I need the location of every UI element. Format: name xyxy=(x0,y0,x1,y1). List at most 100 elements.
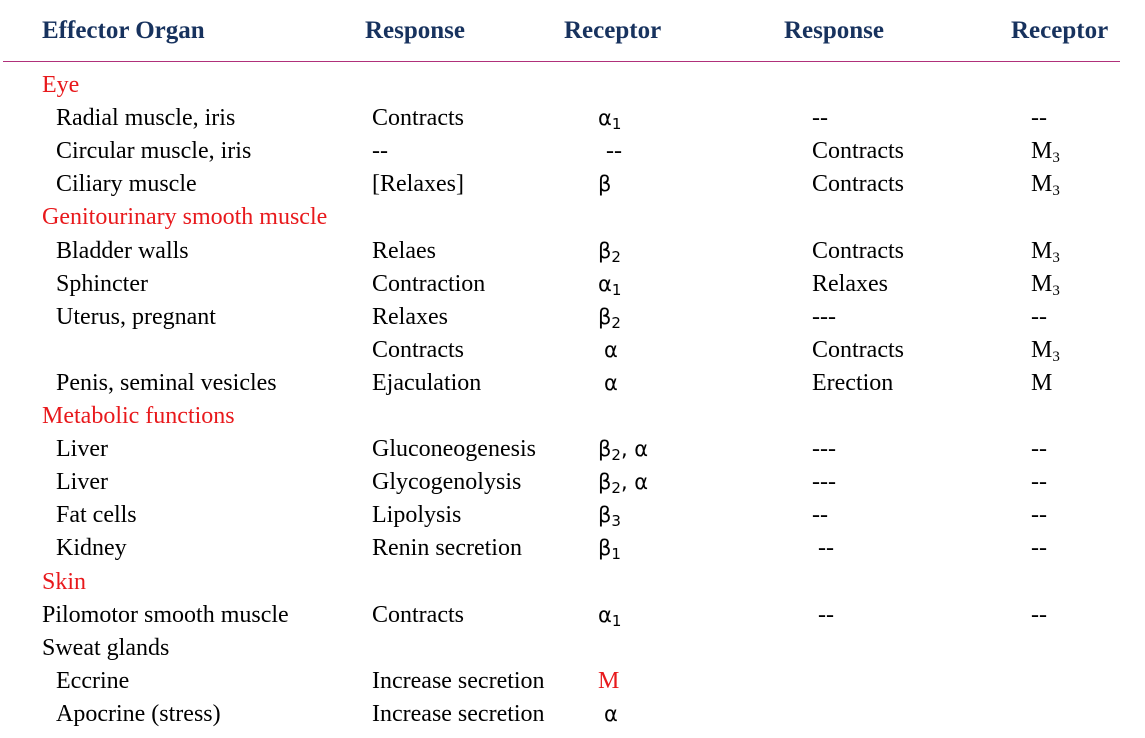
receptor-extra: , α xyxy=(620,470,649,495)
sympathetic-receptor-cell: -- xyxy=(606,135,622,168)
sympathetic-receptor-cell: α xyxy=(604,367,618,400)
parasympathetic-response-cell: Contracts xyxy=(812,237,904,264)
receptor-symbol: -- xyxy=(1031,601,1047,628)
sympathetic-response-cell: Glycogenolysis xyxy=(372,469,522,496)
effector-organ-cell: Sphincter xyxy=(56,270,148,297)
receptor-symbol: β xyxy=(598,437,612,462)
parasympathetic-response-cell: -- xyxy=(812,502,828,529)
sympathetic-response-cell: Contraction xyxy=(372,270,486,297)
receptor-subtype: 2 xyxy=(611,247,621,266)
table-row: Kidney Renin secretion β1 -- -- xyxy=(0,532,1145,565)
sympathetic-response-cell: Gluconeogenesis xyxy=(372,436,536,463)
receptor-subtype: 1 xyxy=(611,611,622,630)
parasympathetic-response-cell: Contracts xyxy=(812,138,904,165)
receptor-symbol: M xyxy=(1031,369,1053,396)
table-row: Circular muscle, iris -- -- Contracts M3 xyxy=(0,135,1145,168)
receptor-symbol: M xyxy=(1031,171,1053,198)
sympathetic-receptor-cell: β3 xyxy=(598,499,621,532)
table-row: Liver Glycogenolysis β2, α --- -- xyxy=(0,466,1145,499)
table-row: Radial muscle, iris Contracts α1 -- -- xyxy=(0,102,1145,135)
sympathetic-receptor-cell: α xyxy=(604,698,618,731)
table-row: Eccrine Increase secretion M xyxy=(0,665,1145,698)
effector-organ-cell: Liver xyxy=(56,436,108,463)
parasympathetic-response-cell: Contracts xyxy=(812,171,904,198)
receptor-symbol: -- xyxy=(1031,535,1047,562)
sympathetic-receptor-cell: M xyxy=(598,665,619,698)
parasympathetic-receptor-cell: -- xyxy=(1031,599,1047,632)
sympathetic-receptor-cell: β2, α xyxy=(598,433,648,466)
parasympathetic-receptor-cell: M3 xyxy=(1031,235,1060,268)
table-row: Penis, seminal vesicles Ejaculation α Erect… xyxy=(0,367,1145,400)
receptor-symbol: -- xyxy=(1031,469,1047,496)
section-title: Genitourinary smooth muscle xyxy=(42,204,328,231)
table-row: Pilomotor smooth muscle Contracts α1 -- -- xyxy=(0,599,1145,632)
receptor-subtype: 2 xyxy=(611,479,621,498)
receptor-symbol: M xyxy=(1031,270,1053,297)
effector-organ-cell: Eccrine xyxy=(56,667,130,694)
parasympathetic-receptor-cell: M xyxy=(1031,367,1052,400)
receptor-symbol: β xyxy=(598,536,612,561)
header-response-1: Response xyxy=(365,17,466,44)
sympathetic-response-cell: Renin secretion xyxy=(372,535,522,562)
receptor-symbol: -- xyxy=(1031,303,1047,330)
section-title: Metabolic functions xyxy=(42,403,235,429)
sympathetic-response-cell: -- xyxy=(372,138,388,165)
parasympathetic-response-cell: Erection xyxy=(812,369,894,396)
receptor-symbol: -- xyxy=(1031,502,1047,529)
receptor-extra: , α xyxy=(620,437,649,462)
sympathetic-response-cell: Increase secretion xyxy=(372,700,545,727)
receptor-subtype: 3 xyxy=(1052,348,1060,365)
sympathetic-response-cell: Increase secretion xyxy=(372,667,545,694)
sympathetic-receptor-cell: β2 xyxy=(598,301,621,334)
sympathetic-response-cell: Relaes xyxy=(372,237,436,264)
sympathetic-response-cell: [Relaxes] xyxy=(372,171,464,198)
header-receptor-1: Receptor xyxy=(564,17,662,44)
effector-organ-cell: Ciliary muscle xyxy=(56,171,197,198)
effector-organ-cell: Circular muscle, iris xyxy=(56,138,252,165)
parasympathetic-response-cell: Relaxes xyxy=(812,270,888,297)
section-header-row: Skin xyxy=(0,566,1145,599)
receptor-subtype: 2 xyxy=(611,446,621,465)
header-effector-organ: Effector Organ xyxy=(42,17,205,44)
table-row: Sphincter Contraction α1 Relaxes M3 xyxy=(0,268,1145,301)
sympathetic-response-cell: Contracts xyxy=(372,336,464,363)
parasympathetic-receptor-cell: -- xyxy=(1031,102,1047,135)
receptor-subtype: 2 xyxy=(611,313,621,332)
parasympathetic-receptor-cell: -- xyxy=(1031,433,1047,466)
effector-organ-cell: Apocrine (stress) xyxy=(56,700,221,727)
sympathetic-receptor-cell: β1 xyxy=(598,532,621,565)
parasympathetic-response-cell: -- xyxy=(818,535,834,562)
effector-organ-cell: Fat cells xyxy=(56,502,137,529)
table-row: Liver Gluconeogenesis β2, α --- -- xyxy=(0,433,1145,466)
parasympathetic-receptor-cell: M3 xyxy=(1031,268,1060,301)
receptor-subtype: 3 xyxy=(1052,150,1060,167)
receptor-symbol: M xyxy=(1031,138,1053,165)
table-row: Ciliary muscle [Relaxes] β Contracts M3 xyxy=(0,168,1145,201)
parasympathetic-receptor-cell: -- xyxy=(1031,499,1047,532)
section-header-row: Eye xyxy=(0,69,1145,102)
section-title: Eye xyxy=(42,72,80,98)
receptor-symbol: α xyxy=(598,106,612,131)
receptor-symbol: -- xyxy=(1031,105,1047,132)
parasympathetic-receptor-cell: M3 xyxy=(1031,168,1060,201)
table-row: Contracts α Contracts M3 xyxy=(0,334,1145,367)
effector-organ-cell: Uterus, pregnant xyxy=(56,303,216,330)
sympathetic-response-cell: Contracts xyxy=(372,601,464,628)
effector-organ-cell: Penis, seminal vesicles xyxy=(56,369,277,396)
receptor-symbol: α xyxy=(604,370,618,395)
receptor-symbol: β xyxy=(598,304,612,329)
parasympathetic-response-cell: Contracts xyxy=(812,336,904,363)
receptor-symbol: α xyxy=(598,271,612,296)
receptor-symbol: α xyxy=(604,701,618,726)
section-header-row: Genitourinary smooth muscle xyxy=(0,201,1145,234)
receptor-subtype: 3 xyxy=(611,512,621,531)
parasympathetic-receptor-cell: M3 xyxy=(1031,334,1060,367)
table-row: Apocrine (stress) Increase secretion α xyxy=(0,698,1145,731)
parasympathetic-receptor-cell: M3 xyxy=(1031,135,1060,168)
table-row: Fat cells Lipolysis β3 -- -- xyxy=(0,499,1145,532)
parasympathetic-receptor-cell: -- xyxy=(1031,301,1047,334)
receptor-symbol: M xyxy=(1031,336,1053,363)
receptor-symbol: β xyxy=(598,172,612,197)
receptor-subtype: 1 xyxy=(611,115,622,134)
header-receptor-2: Receptor xyxy=(1011,17,1109,44)
